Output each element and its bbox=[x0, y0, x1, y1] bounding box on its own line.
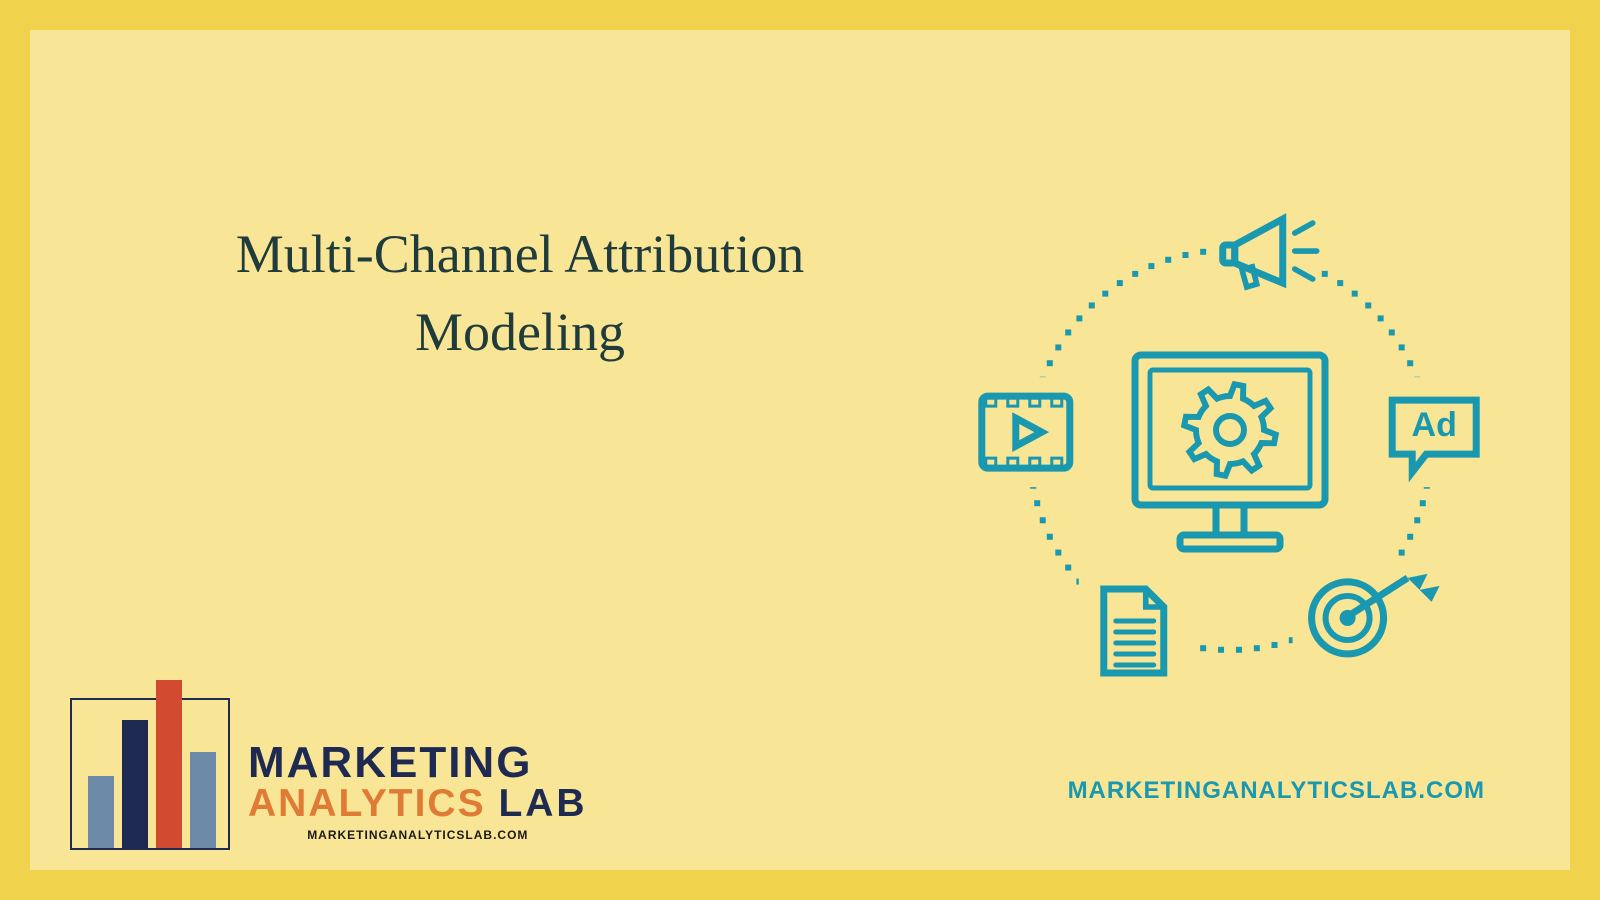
logo-text-block: MARKETING ANALYTICS LAB MARKETINGANALYTI… bbox=[248, 738, 588, 850]
logo-bar-chart-icon bbox=[70, 680, 230, 850]
logo-word-lab: LAB bbox=[498, 782, 587, 825]
slide-inner: Multi-Channel Attribution Modeling MARKE… bbox=[30, 30, 1570, 870]
megaphone-icon bbox=[1210, 198, 1320, 308]
website-url: MARKETINGANALYTICSLAB.COM bbox=[1068, 777, 1485, 805]
logo-words-analytics-lab: ANALYTICS LAB bbox=[248, 782, 588, 826]
title-line-1: Multi-Channel Attribution bbox=[236, 224, 804, 284]
svg-text:Ad: Ad bbox=[1412, 406, 1457, 444]
slide-title: Multi-Channel Attribution Modeling bbox=[150, 215, 890, 372]
document-icon bbox=[1079, 576, 1189, 686]
monitor-gear-icon bbox=[1110, 340, 1350, 580]
channel-cycle-diagram: Ad bbox=[960, 170, 1500, 710]
target-arrow-icon bbox=[1293, 563, 1440, 673]
video-play-icon bbox=[971, 377, 1081, 487]
title-line-2: Modeling bbox=[415, 302, 625, 362]
logo-url-small: MARKETINGANALYTICSLAB.COM bbox=[248, 828, 588, 842]
logo-word-analytics: ANALYTICS bbox=[248, 782, 486, 825]
brand-logo: MARKETING ANALYTICS LAB MARKETINGANALYTI… bbox=[70, 680, 588, 850]
slide-outer: Multi-Channel Attribution Modeling MARKE… bbox=[0, 0, 1600, 900]
ad-speech-icon: Ad bbox=[1379, 377, 1489, 487]
logo-word-marketing: MARKETING bbox=[248, 738, 588, 788]
